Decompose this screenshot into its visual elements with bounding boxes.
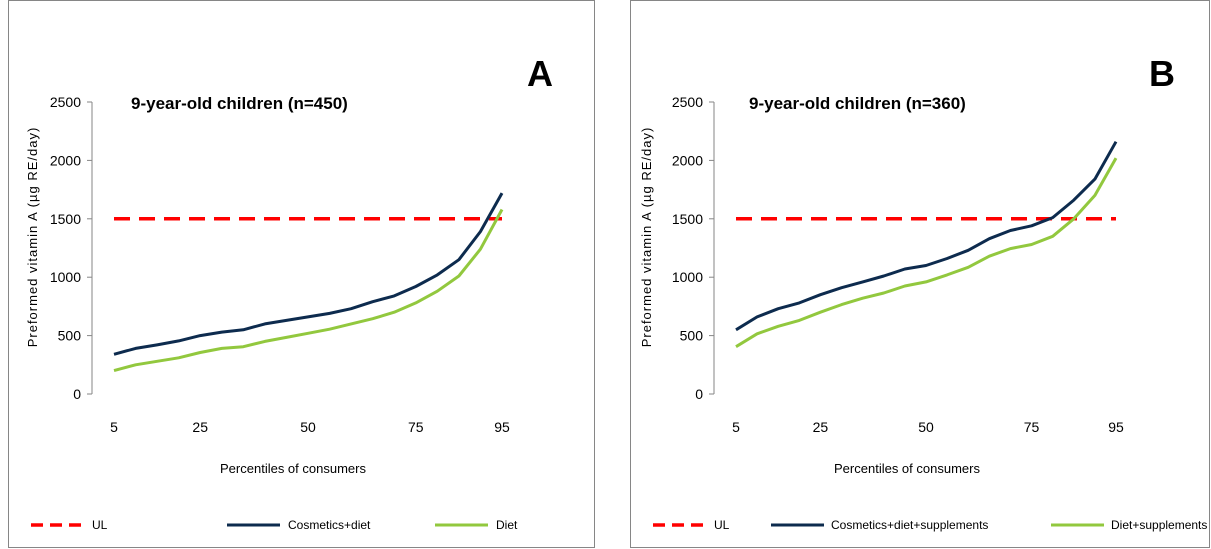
chart-panel-b: 0 500 1000 1500 2000 2500 5 25 50 75 95 9-year-old …: [630, 0, 1210, 548]
legend-label-2: Diet: [496, 518, 518, 532]
chart-a-svg: 0 500 1000 1500 2000 2500 5 25 50 75 95 9-year-old …: [25, 53, 553, 532]
y-tick-label: 500: [680, 328, 704, 344]
y-axis-label: Preformed vitamin A (µg RE/day): [25, 127, 40, 348]
y-tick-label: 2000: [672, 152, 703, 168]
x-axis-label: Percentiles of consumers: [834, 461, 980, 476]
x-tick-label: 50: [300, 419, 316, 435]
y-tick-label: 2500: [672, 94, 703, 110]
y-tick-label: 1500: [50, 211, 81, 227]
series-line-2: [735, 157, 1118, 348]
x-tick-label: 50: [918, 419, 934, 435]
chart-b-svg: 0 500 1000 1500 2000 2500 5 25 50 75 95 9-year-old …: [639, 53, 1207, 532]
legend-label-1: Cosmetics+diet+supplements: [831, 518, 988, 532]
y-tick-label: 1500: [672, 211, 703, 227]
y-tick-label: 0: [73, 386, 81, 402]
x-tick-label: 5: [732, 419, 740, 435]
y-tick-label: 2500: [50, 94, 81, 110]
series-line-1: [735, 140, 1118, 332]
series-line-2: [113, 208, 504, 373]
y-tick-label: 500: [58, 328, 82, 344]
panel-letter: B: [1149, 53, 1175, 94]
x-tick-label: 25: [192, 419, 208, 435]
y-tick-label: 1000: [50, 269, 81, 285]
x-axis-label: Percentiles of consumers: [220, 461, 366, 476]
x-tick-label: 75: [408, 419, 424, 435]
chart-title: 9-year-old children (n=450): [131, 94, 348, 113]
y-tick-label: 2000: [50, 152, 81, 168]
x-tick-label: 25: [813, 419, 829, 435]
x-tick-label: 75: [1024, 419, 1040, 435]
legend-label-0: UL: [92, 518, 108, 532]
chart-title: 9-year-old children (n=360): [749, 94, 966, 113]
chart-panel-a: 0 500 1000 1500 2000 2500 5 25 50 75 95 9-year-old …: [8, 0, 595, 548]
series-line-1: [113, 192, 504, 356]
x-tick-label: 95: [1108, 419, 1124, 435]
x-tick-label: 95: [494, 419, 510, 435]
legend-label-1: Cosmetics+diet: [288, 518, 371, 532]
y-axis-label: Preformed vitamin A (µg RE/day): [639, 127, 654, 348]
x-tick-label: 5: [110, 419, 118, 435]
y-tick-label: 1000: [672, 269, 703, 285]
legend-label-2: Diet+supplements: [1111, 518, 1207, 532]
y-tick-label: 0: [695, 386, 703, 402]
panel-letter: A: [527, 53, 553, 94]
legend-label-0: UL: [714, 518, 730, 532]
